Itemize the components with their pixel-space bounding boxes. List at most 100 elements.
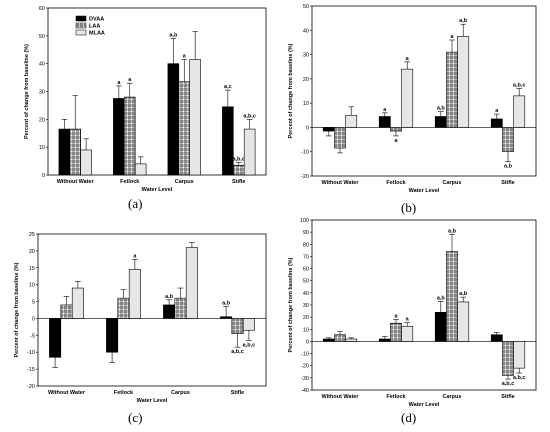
plot-frame — [37, 233, 267, 387]
bar-mlaa — [401, 325, 414, 342]
y-tick-label: 0 — [306, 339, 309, 345]
bar-dvaa — [322, 338, 335, 342]
bar-mlaa — [242, 318, 255, 331]
chart-panel-d: -40 -30 -20 -10 0 10 20 30 40 50 60 70 80 90 100 Percen… — [282, 214, 544, 415]
significance-label: a — [495, 108, 499, 114]
bar-mlaa — [134, 163, 147, 176]
y-tick-label: -20 — [301, 364, 309, 370]
legend-entry-label: MLAA — [89, 31, 105, 37]
significance-label: a,b,c — [502, 381, 515, 387]
bar-laa — [446, 51, 458, 128]
legend-swatch — [75, 15, 87, 22]
category-label: Stifle — [501, 180, 514, 186]
x-axis-label: Water Level — [142, 187, 173, 192]
y-tick-label: 50 — [39, 34, 45, 40]
y-axis-label: Percent of change from baseline (%) — [14, 262, 20, 357]
significance-label: a,b — [459, 291, 468, 297]
category-label: Fetlock — [386, 180, 406, 186]
significance-label: a,b — [504, 163, 513, 169]
bar-laa — [60, 304, 73, 319]
significance-label: a — [133, 253, 137, 259]
y-tick-label: -30 — [301, 376, 309, 382]
y-tick-label: 10 — [39, 145, 45, 151]
category-label: Fetlock — [114, 390, 134, 396]
y-tick-label: -20 — [301, 174, 309, 180]
significance-label: a,b — [169, 33, 178, 39]
panel-label-d: (d) — [401, 410, 417, 425]
bar-dvaa — [434, 116, 447, 128]
category-label: Carpus — [171, 390, 190, 396]
y-tick-label: 20 — [303, 315, 309, 321]
bar-dvaa — [49, 318, 62, 358]
y-tick-label: 10 — [303, 101, 309, 107]
y-tick-label: 30 — [303, 303, 309, 309]
panel-label-c: (c) — [128, 410, 143, 425]
bar-mlaa — [513, 341, 526, 369]
significance-label: a,b — [459, 18, 468, 24]
bar-dvaa — [378, 116, 391, 128]
bar-mlaa — [189, 59, 201, 176]
bar-mlaa — [345, 338, 358, 342]
chart-c-svg: -20 -15 -10 -5 0 5 10 15 20 25 Percent of change f… — [14, 232, 267, 404]
significance-label: a — [450, 34, 454, 40]
bar-dvaa — [58, 128, 71, 176]
significance-label: a — [406, 56, 410, 62]
chart-panel-c: -20 -15 -10 -5 0 5 10 15 20 25 Percent of change f… — [4, 218, 276, 413]
significance-label: a,b — [448, 229, 457, 235]
chart-panel-b: -20 -10 0 10 20 30 40 50 Percent of change from … — [282, 0, 544, 201]
bar-laa — [446, 251, 458, 342]
significance-label: a,b,c — [513, 375, 526, 381]
significance-label: a — [383, 107, 387, 113]
significance-label: a,b,c — [232, 156, 245, 162]
y-tick-label: 15 — [29, 266, 35, 272]
panel-label-a: (a) — [128, 196, 143, 211]
category-label: Carpus — [175, 179, 194, 185]
bar-laa — [231, 318, 244, 334]
bar-laa — [69, 128, 81, 176]
bar-laa — [174, 297, 187, 319]
y-tick-label: -10 — [301, 352, 309, 358]
y-tick-label: 50 — [303, 279, 309, 285]
category-label: Carpus — [443, 180, 462, 186]
legend-entry-label: LAA — [89, 24, 100, 30]
bar-dvaa — [490, 118, 503, 128]
bar-laa — [178, 81, 191, 176]
y-tick-label: 40 — [39, 62, 45, 68]
y-axis-label: Percent of change from baseline (%) — [288, 43, 294, 138]
y-tick-label: -5 — [30, 333, 35, 339]
bar-dvaa — [106, 318, 119, 353]
category-label: Stifle — [232, 179, 245, 185]
y-tick-label: 0 — [32, 316, 35, 322]
significance-label: a,b,c — [513, 83, 526, 89]
y-tick-label: -20 — [27, 384, 35, 390]
y-tick-label: 30 — [39, 90, 45, 96]
y-tick-label: 0 — [306, 125, 309, 131]
legend-swatch — [75, 29, 87, 36]
bar-dvaa — [322, 127, 335, 132]
y-axis-label: Percent of change from baseline (%) — [288, 257, 294, 352]
bar-laa — [334, 127, 346, 149]
bar-laa — [334, 334, 346, 342]
y-tick-label: 10 — [29, 283, 35, 289]
category-label: Fetlock — [386, 394, 406, 400]
bar-mlaa — [345, 114, 358, 128]
significance-label: a — [128, 77, 132, 83]
y-axis-label: Percent of change from baseline (%) — [24, 44, 30, 139]
bar-mlaa — [243, 128, 256, 176]
y-tick-label: 60 — [39, 6, 45, 12]
y-tick-label: 80 — [303, 242, 309, 248]
y-tick-label: 20 — [39, 117, 45, 123]
bar-laa — [390, 322, 402, 342]
bar-dvaa — [378, 338, 391, 342]
chart-a-svg: 0 10 20 30 40 50 60 Percent of change from base… — [24, 6, 267, 193]
bar-laa — [233, 164, 245, 176]
y-tick-label: 25 — [29, 232, 35, 238]
chart-b-svg: -20 -10 0 10 20 30 40 50 Percent of change from … — [288, 4, 537, 194]
bar-dvaa — [220, 316, 233, 319]
y-tick-label: 40 — [303, 28, 309, 34]
bar-mlaa — [457, 36, 470, 128]
y-tick-label: 40 — [303, 291, 309, 297]
x-axis-label: Water Level — [409, 188, 440, 194]
y-tick-label: 90 — [303, 230, 309, 236]
y-tick-label: -10 — [27, 350, 35, 356]
